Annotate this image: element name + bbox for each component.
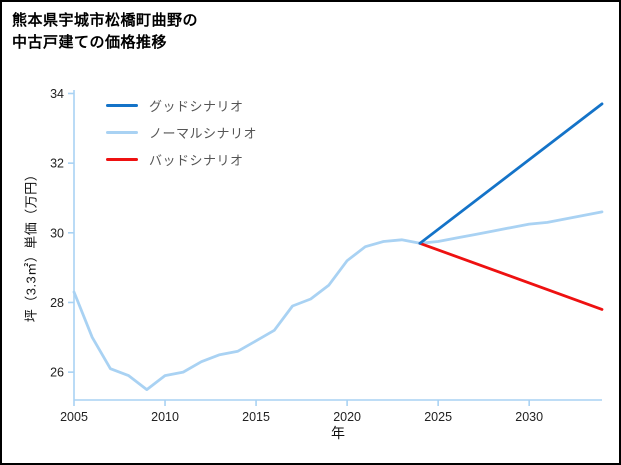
x-tick-label: 2010 <box>151 410 179 424</box>
legend-item-bad-scenario: バッドシナリオ <box>106 146 257 173</box>
y-tick-label: 28 <box>50 296 64 310</box>
y-tick-label: 26 <box>50 366 64 380</box>
x-tick-label: 2015 <box>242 410 270 424</box>
series-line-normal-scenario <box>72 210 604 392</box>
legend-label-good-scenario: グッドシナリオ <box>149 99 244 114</box>
chart-legend: グッドシナリオ ノーマルシナリオ バッドシナリオ <box>106 92 257 173</box>
y-axis-label: 坪（3.3㎡）単価（万円） <box>23 167 39 323</box>
legend-label-bad-scenario: バッドシナリオ <box>149 153 244 168</box>
series-line-good-scenario <box>418 102 604 245</box>
x-tick-label: 2020 <box>333 410 361 424</box>
y-tick-label: 34 <box>50 87 64 101</box>
legend-line-normal-scenario <box>106 131 138 134</box>
legend-label-normal-scenario: ノーマルシナリオ <box>149 126 258 141</box>
y-tick-label: 30 <box>50 226 64 240</box>
legend-line-bad-scenario <box>106 158 138 161</box>
chart-title-line1: 熊本県宇城市松橋町曲野の <box>12 12 199 29</box>
legend-line-good-scenario <box>106 104 138 107</box>
chart-title-line2: 中古戸建ての価格推移 <box>12 34 168 51</box>
x-tick-label: 2005 <box>60 410 88 424</box>
x-axis-label: 年 <box>331 425 345 441</box>
x-tick-label: 2030 <box>515 410 543 424</box>
legend-item-good-scenario: グッドシナリオ <box>106 92 257 119</box>
x-tick-label: 2025 <box>424 410 452 424</box>
legend-item-normal-scenario: ノーマルシナリオ <box>106 119 257 146</box>
series-line-bad-scenario <box>418 241 604 311</box>
y-tick-label: 32 <box>50 157 64 171</box>
chart-title: 熊本県宇城市松橋町曲野の 中古戸建ての価格推移 <box>12 10 198 54</box>
